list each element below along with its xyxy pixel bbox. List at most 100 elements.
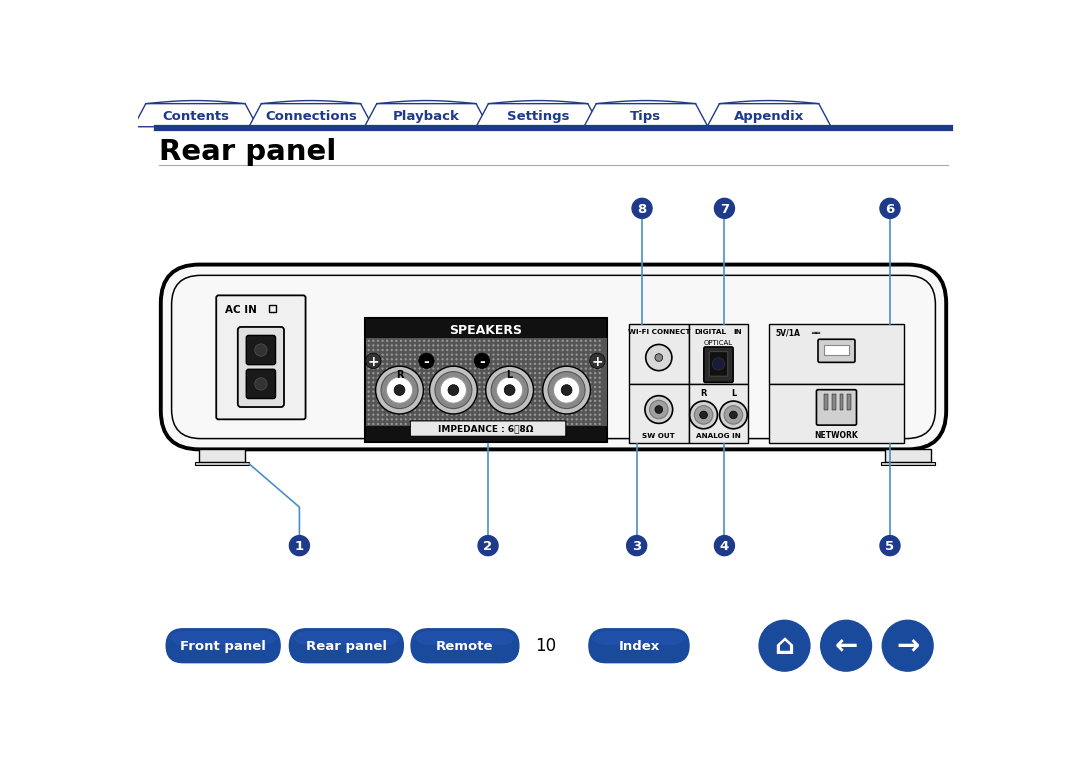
- Circle shape: [654, 406, 663, 413]
- Circle shape: [428, 409, 430, 411]
- Circle shape: [543, 413, 545, 416]
- Circle shape: [497, 377, 499, 379]
- Circle shape: [576, 354, 578, 356]
- Circle shape: [557, 400, 559, 402]
- Circle shape: [469, 395, 472, 397]
- Circle shape: [511, 358, 513, 361]
- Circle shape: [576, 419, 578, 421]
- Circle shape: [373, 404, 375, 406]
- Circle shape: [519, 419, 523, 421]
- Circle shape: [414, 404, 416, 406]
- Circle shape: [515, 413, 517, 416]
- Circle shape: [442, 423, 444, 425]
- Circle shape: [418, 339, 421, 342]
- Circle shape: [483, 372, 485, 374]
- Circle shape: [548, 354, 550, 356]
- Circle shape: [507, 363, 509, 365]
- Circle shape: [469, 423, 472, 425]
- Circle shape: [501, 400, 504, 402]
- Circle shape: [474, 409, 476, 411]
- Circle shape: [456, 381, 458, 384]
- Circle shape: [436, 413, 440, 416]
- Circle shape: [474, 386, 476, 388]
- Circle shape: [474, 390, 476, 393]
- Circle shape: [580, 363, 582, 365]
- Bar: [200, 449, 245, 462]
- Circle shape: [590, 339, 592, 342]
- Text: L: L: [507, 371, 513, 380]
- Circle shape: [460, 354, 462, 356]
- Circle shape: [507, 368, 509, 370]
- Circle shape: [456, 363, 458, 365]
- Circle shape: [529, 423, 531, 425]
- Circle shape: [469, 400, 472, 402]
- Circle shape: [395, 395, 397, 397]
- Circle shape: [469, 339, 472, 342]
- Circle shape: [414, 419, 416, 421]
- Circle shape: [529, 363, 531, 365]
- Circle shape: [519, 409, 523, 411]
- Circle shape: [456, 423, 458, 425]
- Circle shape: [483, 413, 485, 416]
- Circle shape: [488, 390, 490, 393]
- Circle shape: [456, 354, 458, 356]
- Circle shape: [478, 349, 481, 351]
- Circle shape: [497, 395, 499, 397]
- Circle shape: [395, 404, 397, 406]
- Circle shape: [571, 354, 573, 356]
- Circle shape: [469, 390, 472, 393]
- Circle shape: [654, 354, 663, 361]
- Circle shape: [562, 381, 564, 384]
- Circle shape: [381, 372, 383, 374]
- Circle shape: [474, 368, 476, 370]
- Circle shape: [423, 368, 426, 370]
- Circle shape: [432, 339, 434, 342]
- Circle shape: [367, 395, 369, 397]
- Circle shape: [525, 349, 527, 351]
- Circle shape: [381, 395, 383, 397]
- Circle shape: [409, 363, 411, 365]
- Circle shape: [552, 390, 555, 393]
- Circle shape: [594, 390, 596, 393]
- Circle shape: [469, 413, 472, 416]
- Circle shape: [376, 366, 423, 414]
- Circle shape: [373, 419, 375, 421]
- Circle shape: [492, 363, 495, 365]
- Text: SPEAKERS: SPEAKERS: [449, 324, 523, 337]
- Circle shape: [515, 363, 517, 365]
- Circle shape: [515, 386, 517, 388]
- Circle shape: [566, 381, 568, 384]
- Circle shape: [557, 413, 559, 416]
- Circle shape: [436, 358, 440, 361]
- Circle shape: [566, 409, 568, 411]
- Circle shape: [571, 363, 573, 365]
- Circle shape: [534, 349, 536, 351]
- Circle shape: [557, 354, 559, 356]
- Circle shape: [566, 386, 568, 388]
- Circle shape: [400, 339, 402, 342]
- Circle shape: [491, 371, 528, 409]
- Circle shape: [519, 381, 523, 384]
- Circle shape: [418, 377, 421, 379]
- Circle shape: [525, 358, 527, 361]
- Circle shape: [418, 423, 421, 425]
- Text: 3: 3: [632, 540, 642, 553]
- Circle shape: [598, 372, 600, 374]
- FancyBboxPatch shape: [589, 629, 689, 663]
- Circle shape: [552, 400, 555, 402]
- Circle shape: [405, 419, 407, 421]
- Circle shape: [515, 395, 517, 397]
- Circle shape: [552, 358, 555, 361]
- Circle shape: [562, 404, 564, 406]
- FancyBboxPatch shape: [216, 295, 306, 419]
- Polygon shape: [364, 103, 488, 127]
- Circle shape: [571, 368, 573, 370]
- FancyBboxPatch shape: [816, 390, 856, 425]
- Circle shape: [464, 395, 467, 397]
- Circle shape: [450, 413, 453, 416]
- Circle shape: [576, 344, 578, 346]
- Circle shape: [483, 423, 485, 425]
- Circle shape: [576, 423, 578, 425]
- Circle shape: [474, 372, 476, 374]
- Circle shape: [580, 372, 582, 374]
